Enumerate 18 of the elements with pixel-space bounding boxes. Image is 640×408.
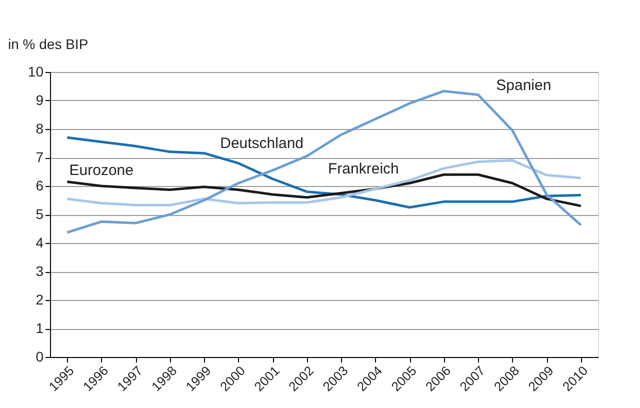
y-tick-label: 5 <box>36 206 44 222</box>
series-label: Spanien <box>496 76 552 94</box>
line-series <box>66 159 582 206</box>
y-tick-label: 8 <box>36 120 44 136</box>
series-label: Eurozone <box>69 162 134 179</box>
y-tick-label: 0 <box>36 348 44 364</box>
series-label: Deutschland <box>220 135 304 152</box>
y-tick-label: 9 <box>36 92 44 108</box>
y-tick-label: 7 <box>36 149 44 165</box>
y-tick-label: 4 <box>36 234 44 250</box>
line-series <box>66 136 582 209</box>
series-label: Frankreich <box>328 160 399 178</box>
y-tick-label: 3 <box>36 263 44 279</box>
y-axis-title: in % des BIP <box>8 36 88 52</box>
y-tick-label: 2 <box>36 292 44 308</box>
y-tick-label: 1 <box>36 320 44 336</box>
y-tick-label: 10 <box>28 64 44 80</box>
y-tick-label: 6 <box>36 178 44 194</box>
